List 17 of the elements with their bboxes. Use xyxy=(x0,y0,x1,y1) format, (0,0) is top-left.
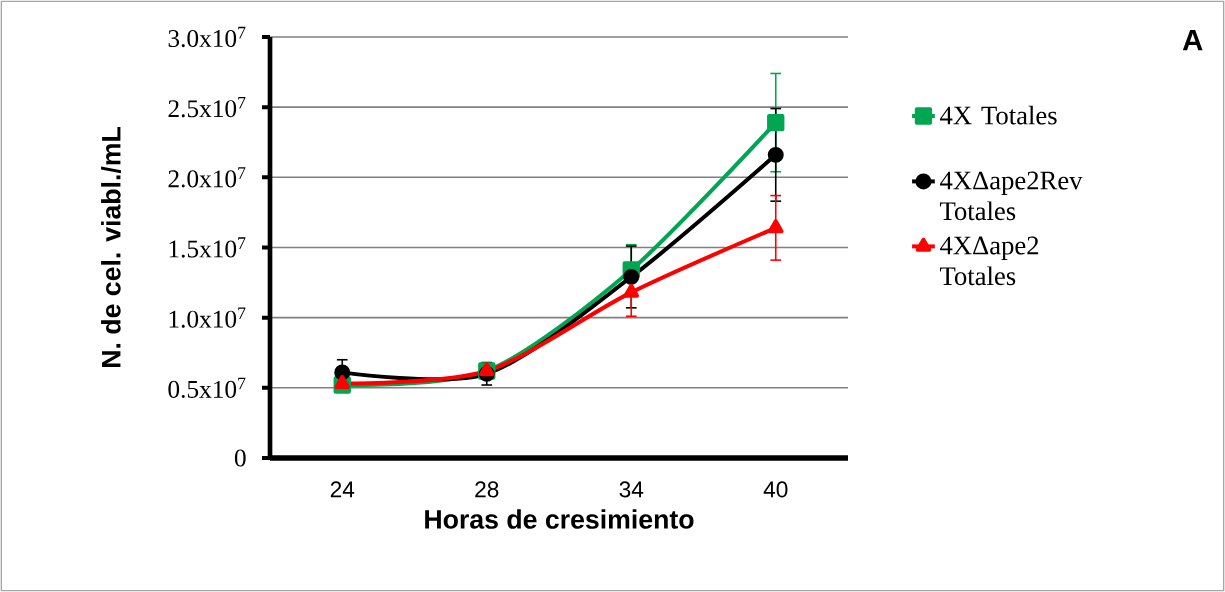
y-tick-label: 2.0x10$^{7}$ xyxy=(168,167,246,188)
x-tick-label: 40 xyxy=(763,481,788,498)
y-tick-label: 1.0x10$^{7}$ xyxy=(169,307,246,328)
x-tick-label: 24 xyxy=(330,481,355,498)
x-tick-label: 34 xyxy=(619,481,644,498)
y-tick-label: 0 xyxy=(234,449,246,467)
text: A xyxy=(1182,30,1203,51)
x-axis-title: Horas de cresimiento xyxy=(425,509,694,529)
y-axis-title: N. de cel. viabl./mL xyxy=(101,127,121,367)
y-tick-label: 3.0x10$^{7}$ xyxy=(168,26,246,48)
x-tick-label: 28 xyxy=(475,481,499,498)
legend-label: 4XΔape2 Totales xyxy=(939,236,1039,286)
y-tick-label: 0.5x10$^{7}$ xyxy=(168,377,246,398)
y-tick-label: 1.5x10$^{7}$ xyxy=(169,237,246,258)
y-tick-label: 2.5x10$^{7}$ xyxy=(168,97,246,118)
legend-label: 4X Totales xyxy=(940,105,1057,125)
legend-label: 4XΔape2Rev Totales xyxy=(939,171,1083,221)
